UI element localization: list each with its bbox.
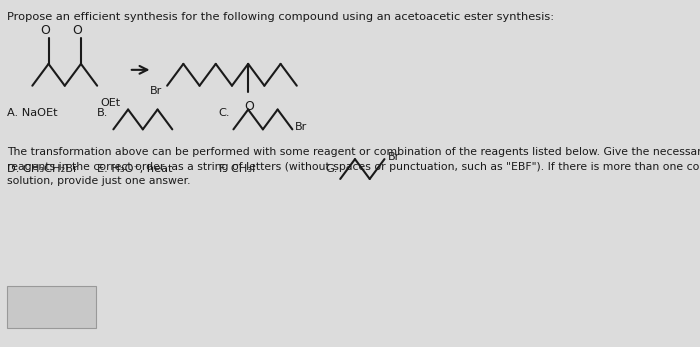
Text: Br: Br — [387, 152, 400, 162]
Text: D. CH₃CH₂Br: D. CH₃CH₂Br — [7, 164, 78, 174]
Text: B.: B. — [97, 109, 108, 118]
Text: OEt: OEt — [100, 98, 120, 108]
Text: Propose an efficient synthesis for the following compound using an acetoacetic e: Propose an efficient synthesis for the f… — [7, 12, 554, 22]
Text: F. CH₃I: F. CH₃I — [218, 164, 255, 174]
Text: O: O — [72, 24, 82, 37]
Text: Br: Br — [295, 122, 307, 132]
Text: O: O — [245, 100, 255, 112]
Text: The transformation above can be performed with some reagent or combination of th: The transformation above can be performe… — [7, 147, 700, 186]
Text: O: O — [40, 24, 50, 37]
Text: G.: G. — [326, 164, 338, 174]
Text: A. NaOEt: A. NaOEt — [7, 109, 58, 118]
Text: E. H₃O⁺, heat: E. H₃O⁺, heat — [97, 164, 173, 174]
Text: Br: Br — [150, 86, 162, 96]
FancyBboxPatch shape — [7, 286, 96, 328]
Text: C.: C. — [218, 109, 230, 118]
